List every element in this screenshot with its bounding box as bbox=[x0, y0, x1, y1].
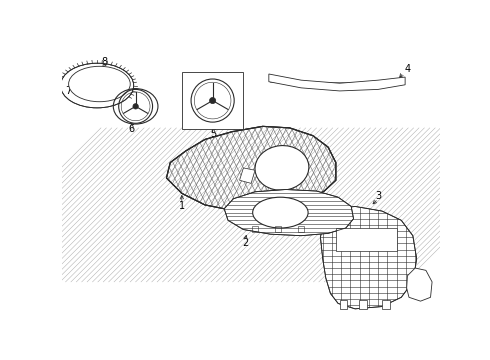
Text: 7: 7 bbox=[66, 86, 72, 96]
Ellipse shape bbox=[253, 197, 308, 228]
Bar bbox=[336, 228, 397, 251]
Polygon shape bbox=[407, 268, 432, 301]
Bar bbox=[382, 300, 390, 309]
Text: 5: 5 bbox=[210, 129, 217, 139]
Ellipse shape bbox=[69, 66, 130, 102]
Polygon shape bbox=[224, 189, 354, 236]
Bar bbox=[359, 300, 367, 309]
Bar bbox=[298, 226, 304, 232]
Polygon shape bbox=[269, 74, 405, 91]
Text: 3: 3 bbox=[375, 191, 381, 201]
Polygon shape bbox=[167, 126, 336, 210]
Text: 6: 6 bbox=[129, 125, 135, 134]
Bar bbox=[275, 226, 281, 232]
Text: 4: 4 bbox=[404, 64, 411, 75]
Text: 2: 2 bbox=[242, 238, 248, 248]
Text: 8: 8 bbox=[102, 57, 108, 67]
Bar bbox=[182, 72, 244, 130]
Bar bbox=[252, 226, 258, 232]
Text: 1: 1 bbox=[179, 202, 185, 211]
Polygon shape bbox=[320, 206, 416, 309]
Circle shape bbox=[210, 98, 216, 104]
Polygon shape bbox=[240, 168, 255, 183]
Circle shape bbox=[133, 104, 138, 109]
Bar bbox=[340, 300, 347, 309]
Ellipse shape bbox=[255, 145, 309, 190]
